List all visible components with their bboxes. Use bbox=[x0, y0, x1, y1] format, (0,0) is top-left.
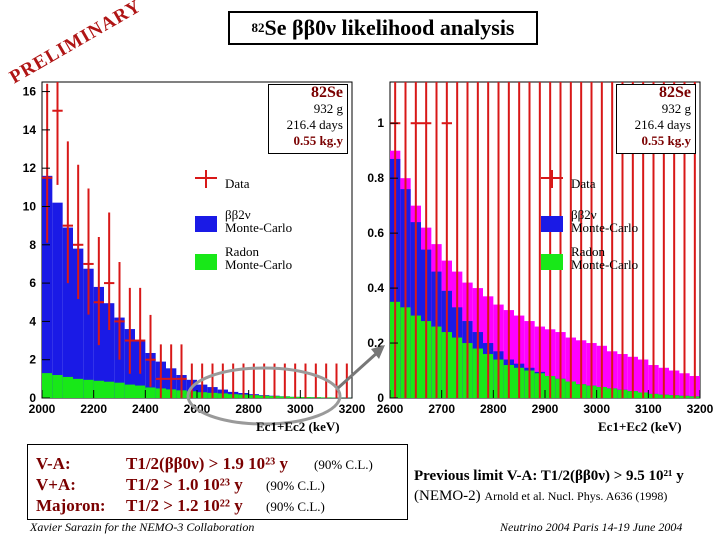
left-info-time: 216.4 days bbox=[286, 117, 343, 132]
right-legend-2nu-label: ββ2ν Monte-Carlo bbox=[571, 207, 639, 235]
left-radon-bar bbox=[83, 379, 94, 398]
previous-limit-line2: (NEMO-2) Arnold et al. Nucl. Phys. A636 … bbox=[414, 488, 668, 504]
left-radon-bar bbox=[124, 384, 135, 398]
left-ytick-label: 0 bbox=[29, 391, 36, 405]
left-info-mass: 932 g bbox=[313, 101, 343, 116]
right-xtick-label: 3000 bbox=[583, 402, 610, 416]
right-ytick-label: 0.8 bbox=[367, 171, 384, 185]
result-vpa-cl: (90% C.L.) bbox=[266, 478, 325, 493]
left-radon-bar bbox=[114, 382, 125, 398]
left-radon-bar bbox=[52, 375, 63, 398]
left-2nu-bar bbox=[52, 202, 63, 398]
left-2nu-bar bbox=[83, 268, 94, 398]
left-ytick-label: 12 bbox=[23, 161, 37, 175]
left-ytick-label: 14 bbox=[23, 123, 37, 137]
right-info-isotope: 82Se bbox=[659, 84, 691, 101]
right-info-mass: 932 g bbox=[661, 101, 691, 116]
right-ytick-label: 0.6 bbox=[367, 226, 384, 240]
results-box: V-A: T1/2(ββ0ν) > 1.9 10²³ y (90% C.L.) … bbox=[27, 444, 408, 520]
left-radon-bar bbox=[135, 385, 146, 398]
right-xtick-label: 2600 bbox=[377, 402, 404, 416]
result-vpa-value: T1/2 > 1.0 10²³ y bbox=[126, 475, 243, 494]
left-xtick-label: 2400 bbox=[132, 402, 159, 416]
left-xtick-label: 3000 bbox=[287, 402, 314, 416]
left-2nu-bar bbox=[73, 248, 84, 398]
result-majoron-cl: (90% C.L.) bbox=[266, 499, 325, 514]
left-legend-data-label: Data bbox=[225, 176, 250, 191]
left-info-isotope: 82Se bbox=[311, 84, 343, 101]
left-ytick-label: 2 bbox=[29, 353, 36, 367]
right-legend-2nu-swatch bbox=[541, 216, 563, 232]
left-ytick-label: 4 bbox=[29, 314, 36, 328]
right-ytick-label: 0 bbox=[377, 391, 384, 405]
right-info-time: 216.4 days bbox=[634, 117, 691, 132]
left-info-exposure: 0.55 kg.y bbox=[293, 133, 343, 148]
left-ytick-label: 8 bbox=[29, 238, 36, 252]
left-xtick-label: 3200 bbox=[339, 402, 366, 416]
left-info-box: 82Se 932 g 216.4 days 0.55 kg.y bbox=[268, 84, 348, 154]
left-ytick-label: 10 bbox=[23, 199, 37, 213]
right-legend-radon-label: Radon Monte-Carlo bbox=[571, 244, 639, 272]
left-2nu-bar bbox=[62, 227, 73, 398]
result-vpa-label: V+A: bbox=[36, 475, 76, 494]
left-radon-bar bbox=[145, 387, 156, 398]
left-legend-radon-label: Radon Monte-Carlo bbox=[225, 244, 293, 272]
left-ytick-label: 6 bbox=[29, 276, 36, 290]
right-xtick-label: 2700 bbox=[428, 402, 455, 416]
left-legend-2nu-label: ββ2ν Monte-Carlo bbox=[225, 207, 293, 235]
left-radon-bar bbox=[104, 381, 115, 398]
zoom-arrowhead bbox=[371, 345, 385, 359]
left-xtick-label: 2000 bbox=[29, 402, 56, 416]
right-xtick-label: 2800 bbox=[480, 402, 507, 416]
result-va-value: T1/2(ββ0ν) > 1.9 10²³ y bbox=[126, 454, 289, 473]
zoom-region-oval bbox=[186, 366, 342, 426]
right-xlabel: Ec1+Ec2 (keV) bbox=[598, 419, 682, 434]
left-legend-2nu-swatch bbox=[195, 216, 217, 232]
result-va-label: V-A: bbox=[36, 454, 71, 473]
right-info-box: 82Se 932 g 216.4 days 0.55 kg.y bbox=[616, 84, 696, 154]
left-radon-bar bbox=[62, 376, 73, 398]
right-info-exposure: 0.55 kg.y bbox=[641, 133, 691, 148]
left-radon-bar bbox=[42, 373, 53, 398]
right-ytick-label: 1 bbox=[377, 116, 384, 130]
right-legend: Data ββ2ν Monte-Carlo Radon Monte-Carlo bbox=[536, 170, 696, 280]
left-xtick-label: 2200 bbox=[80, 402, 107, 416]
zoom-arrow bbox=[336, 350, 380, 390]
right-histogram: 2600 2700 2800 2900 3000 3100 320000.20.40.60.… bbox=[367, 81, 714, 416]
result-va-cl: (90% C.L.) bbox=[314, 457, 373, 472]
right-ytick-label: 0.4 bbox=[367, 281, 384, 295]
left-legend-radon-swatch bbox=[195, 254, 217, 270]
left-xtick-label: 2800 bbox=[235, 402, 262, 416]
result-majoron-value: T1/2 > 1.2 10²² y bbox=[126, 496, 243, 515]
footer-conference: Neutrino 2004 Paris 14-19 June 2004 bbox=[500, 520, 683, 534]
left-2nu-bar bbox=[104, 303, 115, 398]
left-legend-data-marker-v bbox=[205, 170, 207, 188]
result-majoron-label: Majoron: bbox=[36, 496, 106, 515]
right-legend-data-label: Data bbox=[571, 176, 596, 191]
left-xlabel: Ec1+Ec2 (keV) bbox=[256, 419, 340, 434]
right-legend-radon-swatch bbox=[541, 254, 563, 270]
left-legend: Data ββ2ν Monte-Carlo Radon Monte-Carlo bbox=[190, 170, 350, 280]
right-xtick-label: 3200 bbox=[687, 402, 714, 416]
left-2nu-bar bbox=[42, 175, 53, 398]
right-legend-data-marker-v bbox=[551, 170, 553, 188]
left-radon-bar bbox=[93, 380, 104, 398]
left-radon-bar bbox=[73, 378, 84, 398]
previous-limit-line1: Previous limit V-A: T1/2(ββ0ν) > 9.5 10²… bbox=[414, 468, 684, 484]
footer-author: Xavier Sarazin for the NEMO-3 Collaborat… bbox=[30, 520, 255, 534]
right-xtick-label: 3100 bbox=[635, 402, 662, 416]
left-ytick-label: 16 bbox=[23, 85, 37, 99]
right-xtick-label: 2900 bbox=[532, 402, 559, 416]
slide-title: 82 Se ββ0ν likelihood analysis bbox=[228, 11, 538, 45]
